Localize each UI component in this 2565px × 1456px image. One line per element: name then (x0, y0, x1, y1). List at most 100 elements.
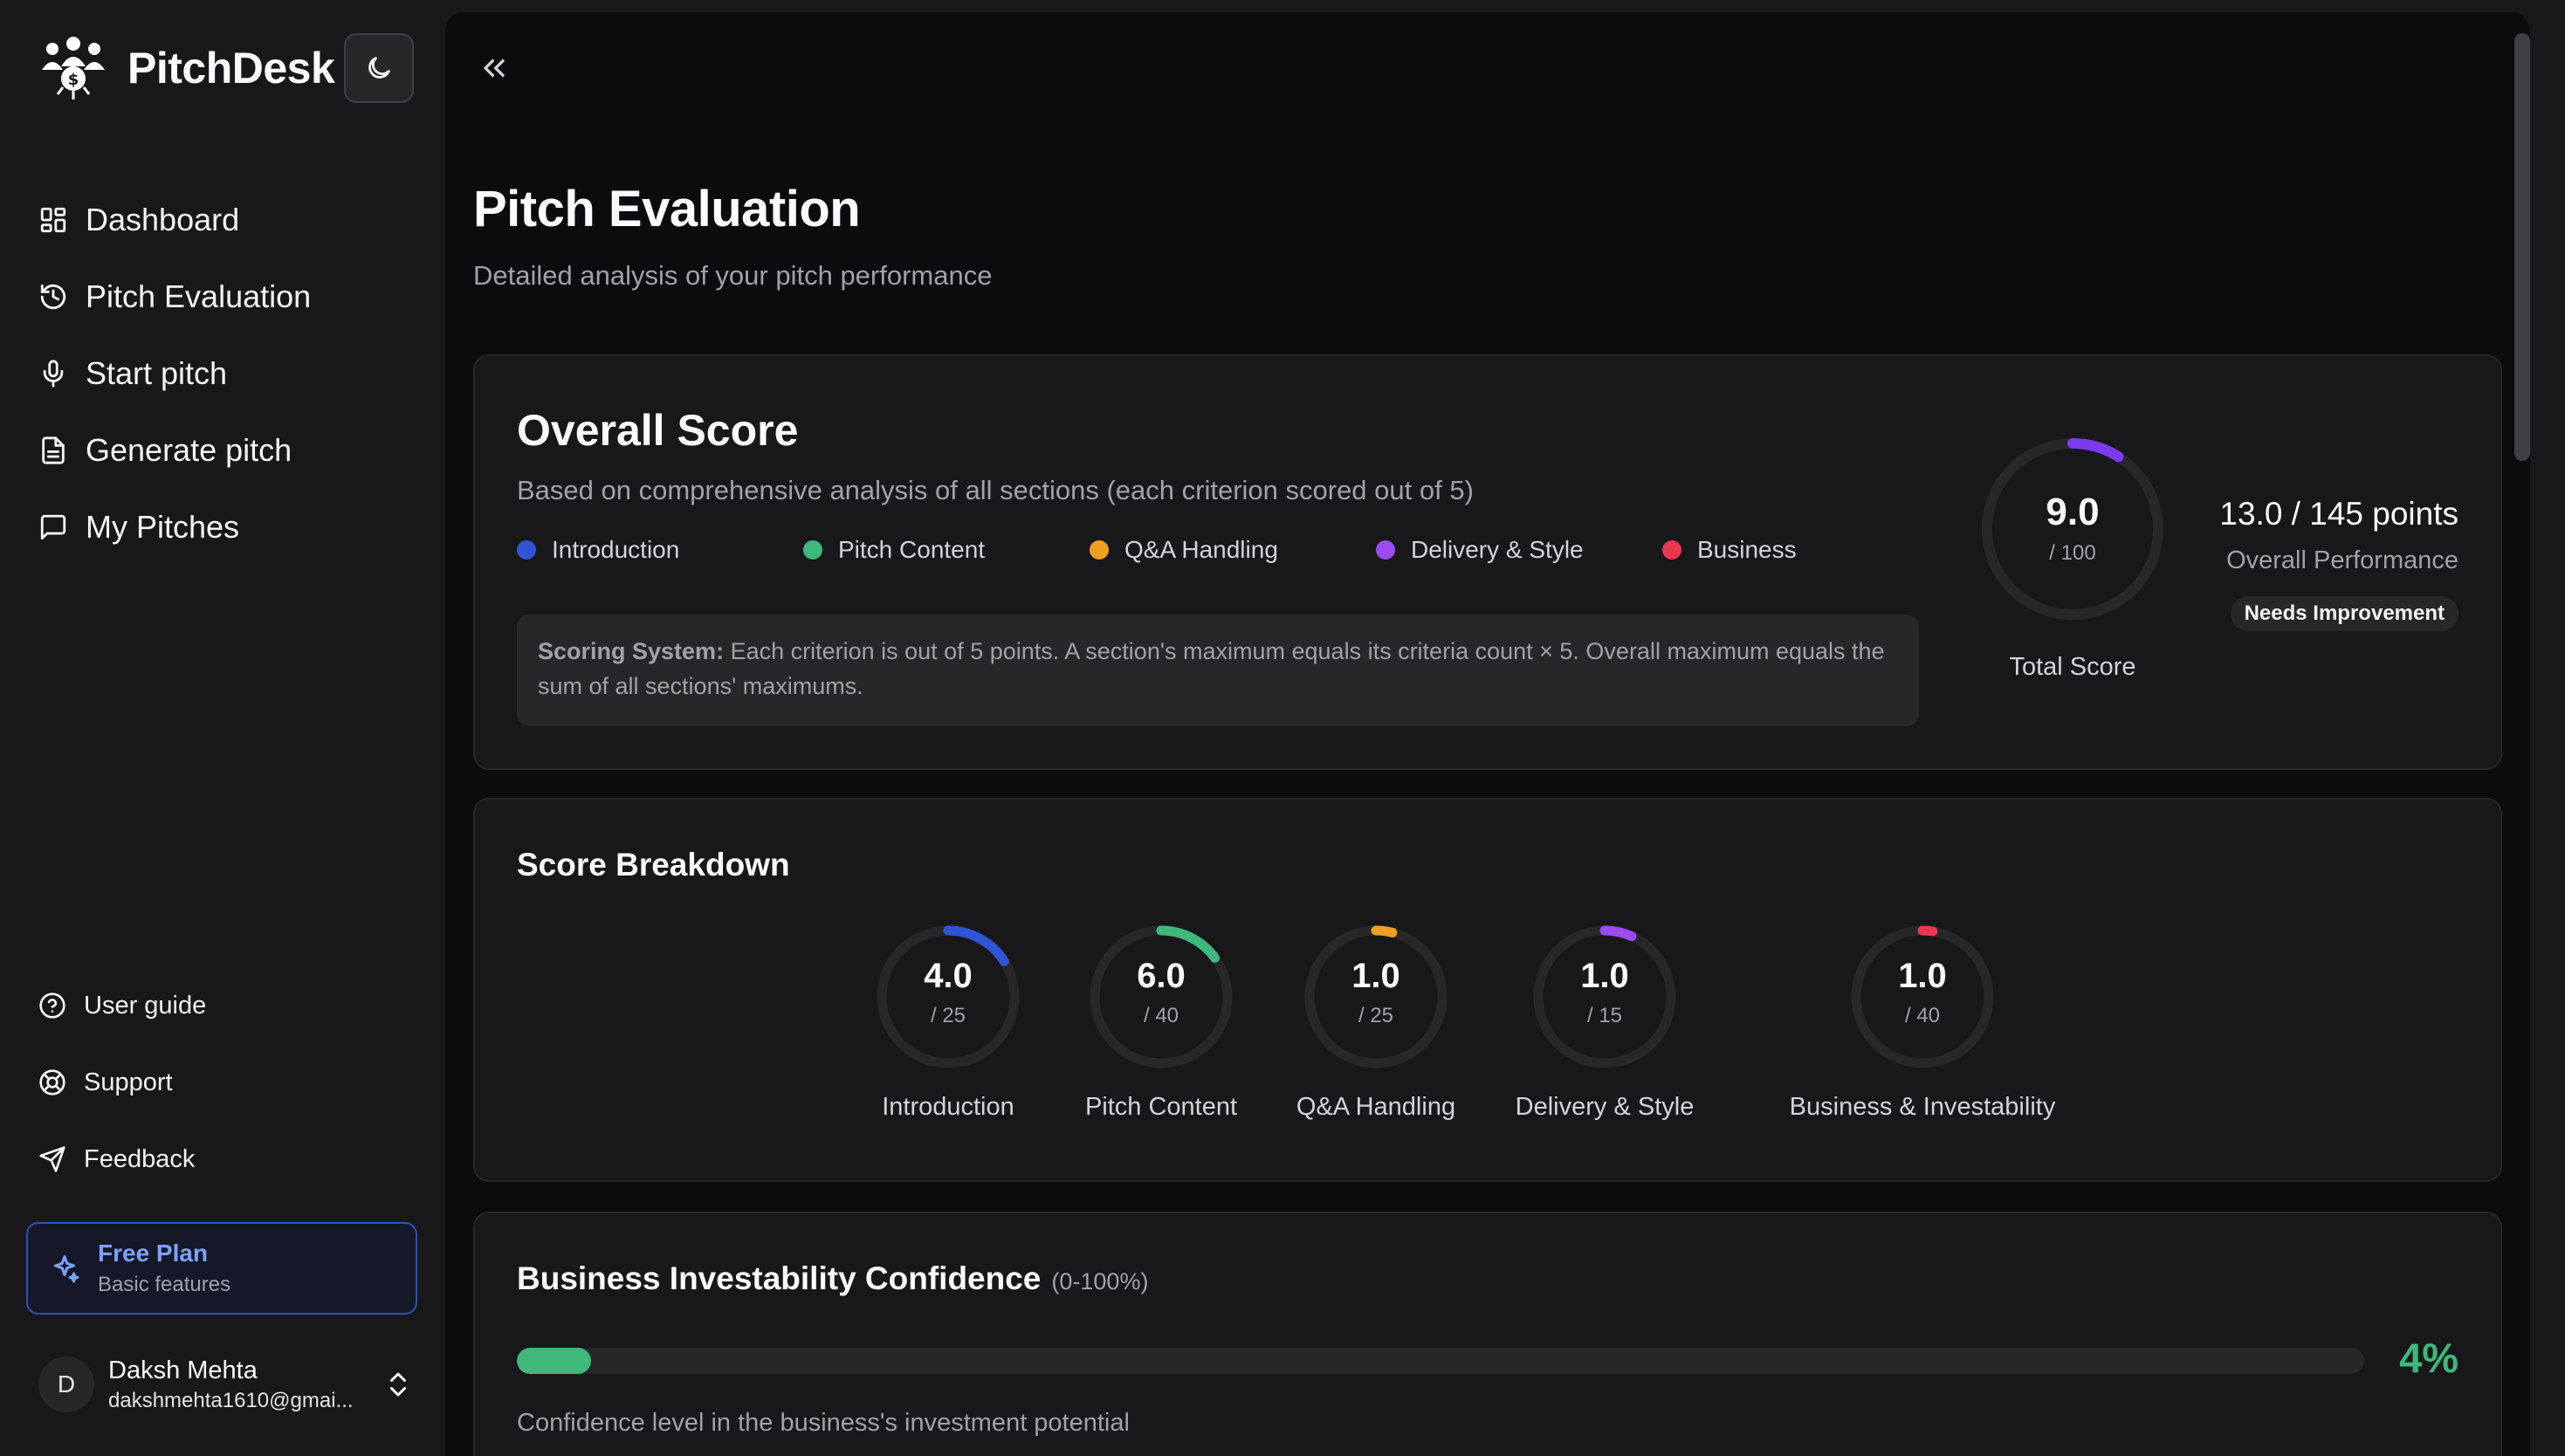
document-icon (38, 436, 68, 465)
section-score: 1.0 (1351, 957, 1400, 995)
legend-item: Business (1662, 536, 1949, 564)
business-confidence-card: Business Investability Confidence (0-100%… (473, 1212, 2502, 1456)
total-score-label: Total Score (2009, 653, 2136, 681)
nav-item-support[interactable]: Support (38, 1044, 206, 1121)
brand[interactable]: $ PitchDesk (38, 33, 335, 103)
overall-score-title: Overall Score (517, 406, 799, 455)
nav-label: Generate pitch (86, 432, 292, 468)
user-email: dakshmehta1610@gmai... (108, 1388, 354, 1412)
svg-text:$: $ (68, 71, 79, 89)
total-score-value: 9.0 (2046, 491, 2100, 533)
send-icon (38, 1145, 66, 1173)
total-score-ring: 9.0 / 100 (1980, 436, 2165, 622)
section-max: / 15 (1586, 1004, 1623, 1027)
breakdown-delivery-style: 1.0 / 15 Delivery & Style (1500, 924, 1709, 1122)
brand-name: PitchDesk (127, 44, 335, 93)
chevrons-left-icon (477, 51, 512, 94)
confidence-progress-bar (517, 1348, 2364, 1374)
nav-item-start-pitch[interactable]: Start pitch (38, 335, 311, 412)
legend-label: Business (1697, 536, 1797, 563)
points-summary: 13.0 / 145 points Overall Performance Ne… (2219, 496, 2458, 631)
confidence-percent: 4% (2399, 1335, 2458, 1381)
score-breakdown-card: Score Breakdown 4.0 / 25 Introduction 6.… (473, 798, 2502, 1182)
section-score: 1.0 (1898, 957, 1947, 995)
nav-label: Start pitch (86, 355, 228, 391)
sidebar: $ PitchDesk Dashboard Pitch Evaluation (0, 0, 444, 1456)
introduction-arc (877, 925, 1020, 1068)
business-confidence-title: Business Investability Confidence (0-100%… (517, 1260, 1148, 1297)
message-icon (38, 512, 68, 542)
legend-dot (517, 540, 536, 560)
breakdown-introduction: 4.0 / 25 Introduction (861, 924, 1035, 1122)
section-label: Pitch Content (1084, 1093, 1238, 1121)
total-score-arc (1982, 438, 2163, 620)
legend-label: Pitch Content (838, 536, 986, 563)
legend-item: Pitch Content (803, 536, 1090, 564)
help-icon (38, 992, 66, 1020)
nav-label: Feedback (84, 1144, 196, 1173)
nav-item-feedback[interactable]: Feedback (38, 1121, 206, 1198)
page-title: Pitch Evaluation (473, 181, 861, 237)
plan-subtitle: Basic features (98, 1273, 231, 1296)
footer-nav: User guide Support Feedback (38, 967, 206, 1198)
section-max: / 25 (930, 1004, 966, 1027)
nav-item-generate-pitch[interactable]: Generate pitch (38, 412, 311, 489)
section-max: / 40 (1143, 1004, 1179, 1027)
nav-label: Dashboard (86, 202, 240, 237)
breakdown-qa-handling: 1.0 / 25 Q&A Handling (1280, 924, 1472, 1122)
chevrons-up-down-icon (382, 1369, 414, 1400)
legend-item: Q&A Handling (1090, 536, 1376, 564)
free-plan-card[interactable]: Free Plan Basic features (26, 1222, 417, 1315)
scoring-text: Each criterion is out of 5 points. A sec… (538, 638, 1885, 699)
legend-label: Q&A Handling (1124, 536, 1278, 563)
history-icon (38, 282, 68, 312)
legend-dot (1376, 540, 1395, 560)
section-score: 1.0 (1580, 957, 1629, 995)
confidence-description: Confidence level in the business's inves… (517, 1409, 1130, 1437)
section-max: / 25 (1358, 1004, 1394, 1027)
scrollbar[interactable] (2514, 33, 2530, 461)
overall-score-card: Overall Score Based on comprehensive ana… (473, 354, 2502, 770)
legend-label: Introduction (552, 536, 680, 563)
theme-toggle-button[interactable] (344, 33, 414, 103)
section-label: Business & Investability (1789, 1093, 2056, 1121)
scoring-system-note: Scoring System: Each criterion is out of… (517, 615, 1919, 726)
scoring-label: Scoring System: (538, 638, 725, 664)
nav-item-user-guide[interactable]: User guide (38, 967, 206, 1044)
nav-label: Support (84, 1068, 173, 1096)
business-confidence-title-text: Business Investability Confidence (517, 1260, 1042, 1296)
nav-item-pitch-evaluation[interactable]: Pitch Evaluation (38, 258, 311, 335)
main-nav: Dashboard Pitch Evaluation Start pitch G… (38, 182, 311, 566)
total-score-max: / 100 (2049, 541, 2096, 565)
pitch-content-arc (1090, 925, 1233, 1068)
section-label: Introduction (882, 1093, 1014, 1121)
avatar: D (38, 1356, 94, 1412)
nav-item-my-pitches[interactable]: My Pitches (38, 489, 311, 566)
score-legend: Introduction Pitch Content Q&A Handling … (517, 536, 1949, 564)
points-value: 13.0 / 145 points (2219, 496, 2458, 532)
confidence-progress-fill (517, 1348, 591, 1374)
nav-label: Pitch Evaluation (86, 278, 312, 314)
section-label: Delivery & Style (1515, 1093, 1695, 1121)
section-label: Q&A Handling (1296, 1093, 1456, 1121)
delivery-style-arc (1533, 925, 1676, 1068)
legend-item: Delivery & Style (1376, 536, 1662, 564)
pitchdesk-logo-icon: $ (38, 33, 108, 103)
section-score: 4.0 (924, 957, 973, 995)
plan-title: Free Plan (98, 1240, 209, 1267)
points-label: Overall Performance (2226, 546, 2458, 574)
breakdown-business-investability: 1.0 / 40 Business & Investability (1765, 924, 2080, 1122)
user-menu[interactable]: D Daksh Mehta dakshmehta1610@gmai... (38, 1353, 414, 1416)
nav-item-dashboard[interactable]: Dashboard (38, 182, 311, 258)
overall-score-subtitle: Based on comprehensive analysis of all s… (517, 475, 1474, 505)
section-max: / 40 (1904, 1004, 1941, 1027)
legend-dot (1090, 540, 1109, 560)
nav-label: User guide (84, 991, 207, 1020)
collapse-sidebar-button[interactable] (477, 51, 520, 94)
legend-dot (803, 540, 822, 560)
lifebuoy-icon (38, 1068, 66, 1096)
page-subtitle: Detailed analysis of your pitch performa… (473, 260, 993, 291)
business-confidence-range: (0-100%) (1051, 1268, 1149, 1295)
legend-item: Introduction (517, 536, 803, 564)
legend-dot (1662, 540, 1681, 560)
